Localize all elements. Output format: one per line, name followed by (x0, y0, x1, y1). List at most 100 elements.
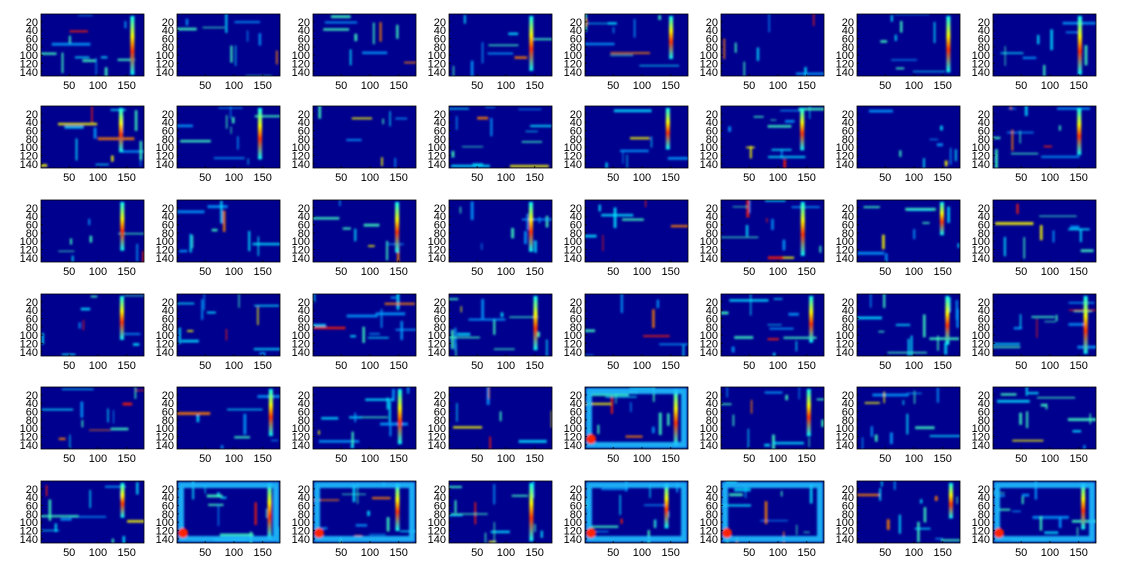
activation-streak (879, 488, 882, 501)
activation-streak (1084, 45, 1088, 66)
activation-streak (252, 242, 280, 246)
x-tick-label: 50 (743, 453, 755, 465)
y-tick-label: 140 (20, 347, 38, 359)
y-tick-label: 120 (564, 526, 582, 538)
y-tick-label: 20 (162, 297, 174, 309)
activation-streak (1013, 327, 1022, 330)
activation-streak (110, 109, 126, 111)
activation-streak (177, 27, 197, 31)
hot-band (1077, 16, 1082, 75)
y-tick-label: 80 (570, 509, 582, 521)
y-tick-label: 20 (706, 203, 718, 215)
x-tick-label: 50 (879, 266, 891, 278)
activation-streak (1044, 321, 1056, 323)
activation-streak (956, 496, 958, 504)
x-tick-label: 100 (905, 453, 923, 465)
activation-streak (324, 21, 358, 24)
activation-streak (189, 234, 192, 253)
x-tick-label: 50 (1015, 80, 1027, 92)
y-tick-label: 140 (700, 534, 718, 546)
y-tick-label: 120 (292, 432, 310, 444)
x-tick-label: 150 (390, 360, 408, 372)
activation-streak (142, 251, 144, 262)
activation-streak (667, 157, 688, 160)
y-tick-label: 80 (298, 415, 310, 427)
x-tick-label: 150 (934, 547, 952, 559)
activation-streak (124, 295, 144, 297)
axes-box (448, 386, 553, 450)
activation-streak (342, 227, 351, 230)
x-tick-label: 50 (199, 360, 211, 372)
activation-layer (449, 296, 548, 356)
activation-streak (533, 38, 552, 41)
heatmap-background (313, 106, 416, 168)
axes-box (992, 386, 1097, 450)
activation-streak (601, 213, 634, 217)
hot-band (800, 202, 805, 256)
y-tick-label: 120 (20, 151, 38, 163)
y-tick-label: 80 (570, 322, 582, 334)
activation-streak (902, 400, 905, 405)
axes-box (176, 105, 281, 169)
axes-box (584, 199, 689, 263)
y-tick-label: 40 (570, 305, 582, 317)
heatmap-background (41, 200, 144, 262)
y-tick-label: 140 (292, 347, 310, 359)
x-tick-label: 100 (497, 453, 515, 465)
activation-streak (880, 481, 883, 487)
activation-streak (455, 116, 458, 130)
activation-streak (585, 354, 594, 356)
activation-streak (451, 150, 455, 158)
activation-streak (803, 531, 810, 533)
activation-streak (470, 201, 474, 220)
y-tick-label: 80 (434, 42, 446, 54)
x-tick-label: 150 (118, 80, 136, 92)
x-tick-label: 100 (497, 266, 515, 278)
y-tick-label: 100 (700, 50, 718, 62)
y-tick-label: 80 (570, 134, 582, 146)
x-tick-label: 50 (471, 172, 483, 184)
activation-streak (530, 124, 552, 128)
y-tick-label: 20 (434, 17, 446, 29)
x-tick-label: 100 (905, 80, 923, 92)
activation-streak (809, 484, 813, 504)
activation-streak (605, 162, 608, 168)
y-tick-label: 80 (706, 228, 718, 240)
activation-streak (1065, 31, 1078, 34)
x-tick-label: 100 (89, 547, 107, 559)
activation-streak (650, 136, 653, 148)
activation-streak (993, 136, 1001, 140)
axes-box (856, 13, 961, 77)
activation-streak (1012, 439, 1044, 442)
hot-band (258, 108, 263, 160)
activation-streak (390, 296, 397, 299)
x-tick-label: 150 (254, 172, 272, 184)
activation-streak (456, 332, 471, 336)
activation-streak (218, 107, 243, 109)
activation-streak (658, 15, 662, 20)
activation-streak (766, 218, 768, 223)
activation-streak (136, 243, 139, 262)
activation-layer (318, 387, 410, 449)
activation-streak (88, 218, 91, 226)
y-tick-label: 20 (570, 109, 582, 121)
activation-streak (1024, 106, 1028, 116)
y-tick-label: 80 (26, 322, 38, 334)
heatmap-background (585, 294, 688, 356)
activation-streak (819, 245, 822, 253)
y-tick-label: 40 (162, 117, 174, 129)
y-tick-label: 60 (570, 34, 582, 46)
y-tick-label: 80 (570, 415, 582, 427)
y-tick-label: 80 (706, 509, 718, 521)
activation-streak (51, 42, 91, 46)
activation-streak (913, 229, 916, 240)
x-tick-label: 100 (905, 172, 923, 184)
activation-streak (795, 72, 824, 75)
activation-streak (993, 342, 1020, 345)
activation-streak (369, 333, 380, 335)
